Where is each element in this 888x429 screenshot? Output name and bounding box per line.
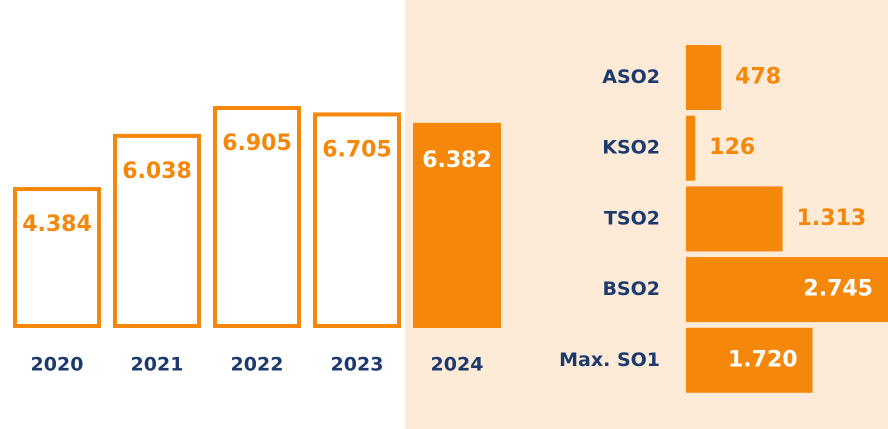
value-label: 6.905 [222, 131, 292, 156]
x-tick-label: 2020 [31, 354, 84, 376]
x-tick-label: 2021 [131, 354, 184, 376]
y-tick-label: KSO2 [602, 137, 660, 159]
bar [686, 186, 783, 252]
bar [413, 122, 501, 328]
bar [686, 45, 722, 110]
value-label: 6.382 [422, 148, 492, 173]
y-tick-label: BSO2 [602, 278, 660, 300]
x-tick-label: 2024 [431, 354, 484, 376]
x-tick-label: 2023 [331, 354, 384, 376]
value-label: 1.720 [728, 347, 798, 372]
value-label: 4.384 [22, 212, 92, 237]
value-label: 6.705 [322, 137, 392, 162]
value-label: 6.038 [122, 159, 192, 184]
value-label: 478 [735, 65, 781, 90]
bar [686, 327, 813, 393]
bar [313, 112, 401, 328]
x-tick-label: 2022 [231, 354, 284, 376]
y-tick-label: ASO2 [602, 66, 660, 88]
value-label: 1.313 [797, 206, 867, 231]
bar [686, 257, 888, 323]
bar [213, 106, 301, 328]
y-tick-label: Max. SO1 [559, 349, 660, 371]
value-label: 2.745 [803, 277, 873, 302]
bar [13, 187, 101, 328]
value-label: 126 [709, 135, 755, 160]
y-tick-label: TSO2 [604, 207, 660, 229]
bar [113, 133, 201, 328]
bar [686, 115, 696, 181]
